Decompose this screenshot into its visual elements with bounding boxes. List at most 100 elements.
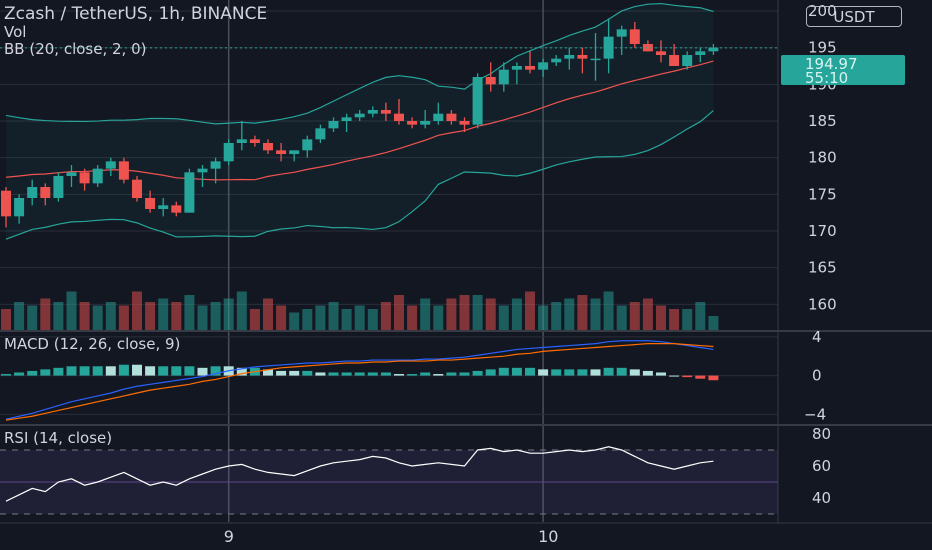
volume-bar (446, 298, 457, 330)
macd-histogram-bar (184, 366, 195, 376)
volume-bar (380, 302, 391, 330)
macd-tick-label: 4 (812, 328, 822, 346)
volume-bar (79, 302, 90, 330)
volume-bar (525, 291, 535, 330)
macd-histogram-bar (289, 370, 300, 376)
price-tick-label: 170 (808, 222, 837, 240)
candle-body (577, 55, 588, 59)
volume-bar (682, 309, 693, 330)
signal-line (5, 343, 714, 421)
volume-bar (485, 298, 496, 330)
candle-body (223, 143, 234, 162)
candle-body (341, 117, 352, 121)
candle-body (276, 150, 287, 154)
macd-histogram-bar (210, 366, 221, 376)
volume-bar (603, 291, 614, 330)
currency-button[interactable]: USDT (806, 6, 902, 27)
candle-body (197, 168, 208, 173)
macd-histogram-bar (315, 372, 326, 376)
macd-histogram-bar (498, 367, 509, 376)
macd-histogram-bar (263, 369, 273, 376)
volume-bar (577, 295, 588, 330)
macd-histogram-bar (603, 367, 614, 376)
candle-body (210, 161, 221, 169)
macd-histogram-bar (14, 372, 25, 376)
volume-bar (40, 298, 51, 330)
candle-body (603, 36, 614, 59)
volume-bar (708, 316, 719, 330)
volume-bar (132, 291, 142, 330)
macd-histogram-bar (433, 374, 444, 376)
macd-histogram-bar (459, 372, 470, 376)
last-price-tag: 194.97 55:10 (781, 55, 905, 86)
candle-body (27, 187, 38, 198)
macd-tick-label: −4 (804, 405, 826, 423)
bb-upper-line (5, 2, 714, 125)
macd-histogram-bar (40, 369, 51, 376)
macd-histogram-bar (367, 372, 378, 376)
volume-bar (53, 302, 64, 330)
price-tick-label: 180 (808, 149, 837, 167)
candle-body (407, 121, 418, 125)
volume-bar (276, 305, 287, 330)
candle-body (14, 198, 25, 217)
macd-histogram-bar (145, 366, 156, 376)
volume-bar (590, 298, 601, 330)
macd-histogram-bar (616, 367, 627, 376)
macd-histogram-bar (420, 372, 431, 376)
candle-body (171, 205, 182, 213)
candle-body (682, 55, 693, 66)
macd-histogram-bar (302, 370, 313, 376)
macd-histogram-bar (1, 374, 11, 376)
macd-histogram-bar (590, 369, 601, 376)
volume-bar (642, 298, 653, 330)
price-tick-label: 185 (808, 112, 837, 130)
volume-bar (538, 305, 549, 330)
candle-body (132, 179, 142, 198)
macd-histogram-bar (446, 372, 457, 376)
volume-bar (289, 312, 300, 330)
volume-bar (27, 305, 38, 330)
volume-bar (145, 302, 156, 330)
chart-title: Zcash / TetherUS, 1h, BINANCE (4, 4, 268, 24)
candle-body (92, 168, 103, 184)
candle-body (498, 69, 509, 85)
candle-body (616, 29, 627, 37)
candle-body (394, 113, 404, 121)
volume-bar (105, 302, 116, 330)
macd-histogram-bar (394, 374, 404, 376)
macd-line (5, 340, 714, 420)
candle-body (485, 77, 496, 85)
volume-label: Vol (4, 23, 27, 41)
price-tick-label: 165 (808, 259, 837, 277)
rsi-line (5, 446, 714, 502)
candle-body (551, 58, 562, 63)
volume-bar (656, 305, 666, 330)
macd-histogram-bar (66, 366, 77, 376)
candle-body (302, 139, 313, 151)
macd-histogram-bar (538, 369, 549, 376)
candle-body (66, 172, 77, 176)
candle-body (459, 121, 470, 125)
candle-body (538, 62, 549, 70)
candle-body (328, 121, 339, 129)
volume-bar (1, 309, 11, 330)
macd-histogram-bar (171, 366, 182, 376)
rsi-tick-label: 40 (812, 489, 831, 507)
macd-histogram-bar (341, 372, 352, 376)
candle-body (249, 139, 260, 143)
rsi-tick-label: 60 (812, 457, 831, 475)
candle-body (446, 113, 457, 121)
macd-histogram-bar (380, 372, 391, 376)
volume-bar (197, 305, 208, 330)
volume-bar (354, 305, 365, 330)
macd-histogram-bar (27, 370, 38, 376)
volume-bar (394, 295, 404, 330)
candle-body (511, 66, 522, 70)
candle-body (420, 121, 431, 125)
volume-bar (66, 291, 77, 330)
time-tick-label: 9 (224, 527, 234, 546)
candle-body (695, 51, 706, 55)
volume-bar (551, 302, 562, 330)
